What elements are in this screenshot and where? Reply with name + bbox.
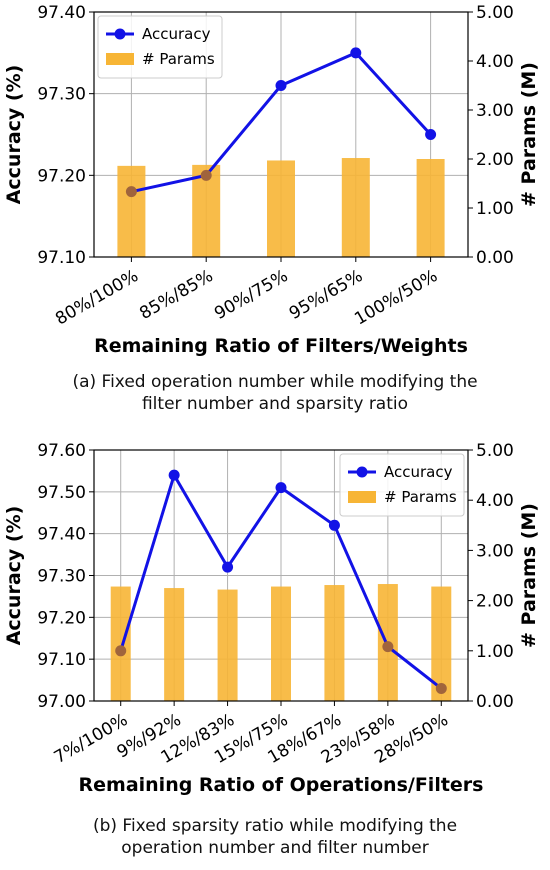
chart-b-accuracy-point [115, 645, 127, 657]
chart-b-y-tick-label: 97.00 [37, 692, 86, 712]
chart-a-bar [341, 158, 370, 257]
caption-a-line-2: filter number and sparsity ratio [141, 394, 409, 414]
chart-a-x-axis-label: Remaining Ratio of Filters/Weights [94, 335, 468, 357]
chart-a-legend-accuracy-label: Accuracy [142, 25, 211, 43]
chart-a-y2-tick-label: 0.00 [476, 248, 514, 268]
chart-a-accuracy-point [200, 169, 212, 181]
chart-b-bar [324, 585, 345, 701]
caption-b-line-1: (b) Fixed sparsity ratio while modifying… [92, 816, 458, 836]
chart-a-y2-axis-label: # Params (M) [518, 62, 540, 207]
chart-a-x-tick-label: 80%/100% [52, 266, 142, 329]
chart-a-y2-tick-label: 5.00 [476, 3, 514, 23]
caption-b-line-2: operation number and filter number [121, 838, 429, 858]
chart-b-legend-params-swatch [348, 491, 376, 503]
chart-b-accuracy-point [168, 469, 180, 481]
caption-a: (a) Fixed operation number while modifyi… [0, 371, 550, 415]
chart-b-y-tick-label: 97.10 [37, 650, 86, 670]
chart-a-y-tick-label: 97.10 [37, 248, 86, 268]
chart-a-x-tick-label: 90%/75% [211, 266, 291, 324]
chart-b-accuracy-point [222, 561, 234, 573]
chart-b-accuracy-point [435, 682, 447, 694]
chart-a-bar [416, 159, 445, 257]
chart-a-x-tick-label: 85%/85% [136, 266, 216, 324]
chart-a-bar [117, 165, 146, 257]
chart-b-accuracy-point [328, 519, 340, 531]
chart-b-y2-tick-label: 0.00 [476, 692, 514, 712]
chart-b-x-axis-label: Remaining Ratio of Operations/Filters [79, 774, 484, 796]
chart-b-y2-axis-label: # Params (M) [518, 503, 540, 648]
chart-b-y2-tick-label: 3.00 [476, 541, 514, 561]
chart-b: 97.00 97.10 97.20 97.30 97.40 97.50 97.60 0.00 1… [3, 441, 540, 796]
chart-b-y2-tick-label: 4.00 [476, 491, 514, 511]
chart-a-accuracy-point [125, 186, 137, 198]
chart-b-bar [217, 589, 238, 701]
chart-a-y2-tick-label: 1.00 [476, 199, 514, 219]
chart-a-legend-params-swatch [106, 53, 134, 65]
chart-a-y-axis-label: Accuracy (%) [3, 65, 25, 205]
chart-a-y-tick-label: 97.30 [37, 85, 86, 105]
chart-a-y2-tick-label: 3.00 [476, 101, 514, 121]
caption-b: (b) Fixed sparsity ratio while modifying… [0, 815, 550, 859]
chart-a-y-tick-label: 97.40 [37, 3, 86, 23]
chart-a-y2-tick-label: 2.00 [476, 150, 514, 170]
caption-a-line-1: (a) Fixed operation number while modifyi… [72, 372, 478, 392]
chart-a-accuracy-point [275, 80, 287, 91]
chart-b-y-tick-label: 97.20 [37, 608, 86, 628]
chart-a: 97.10 97.20 97.30 97.40 0.00 1.00 2.00 3.00 4.00… [3, 3, 540, 357]
chart-b-y2-tick-label: 5.00 [476, 441, 514, 461]
chart-b-y-tick-label: 97.40 [37, 525, 86, 545]
chart-b-y2-tick-label: 1.00 [476, 642, 514, 662]
chart-b-y-axis-label: Accuracy (%) [3, 506, 25, 646]
chart-b-bar [110, 586, 131, 701]
chart-a-accuracy-point [425, 129, 437, 140]
chart-b-bar [431, 586, 452, 701]
chart-b-y-tick-label: 97.50 [37, 483, 86, 503]
chart-b-legend-accuracy-marker [356, 466, 368, 478]
chart-b-legend-accuracy-label: Accuracy [384, 463, 453, 481]
chart-a-legend-params-label: # Params [142, 50, 215, 68]
chart-a-bar [267, 160, 295, 257]
chart-b-x-tick-label: 7%/100% [51, 710, 131, 768]
chart-a-accuracy-point [350, 47, 362, 59]
chart-b-y-tick-label: 97.30 [37, 567, 86, 587]
chart-a-legend-accuracy-marker [114, 28, 126, 40]
chart-b-legend-params-label: # Params [384, 488, 457, 506]
chart-a-x-tick-label: 100%/50% [351, 266, 441, 329]
chart-b-accuracy-point [382, 641, 394, 653]
chart-a-y-tick-label: 97.20 [37, 166, 86, 186]
chart-b-y2-tick-label: 2.00 [476, 592, 514, 612]
chart-a-y2-tick-label: 4.00 [476, 52, 514, 72]
chart-b-bar [164, 588, 185, 701]
chart-b-accuracy-point [275, 482, 287, 494]
chart-b-y-tick-label: 97.60 [37, 441, 86, 461]
chart-b-bar [271, 586, 291, 701]
